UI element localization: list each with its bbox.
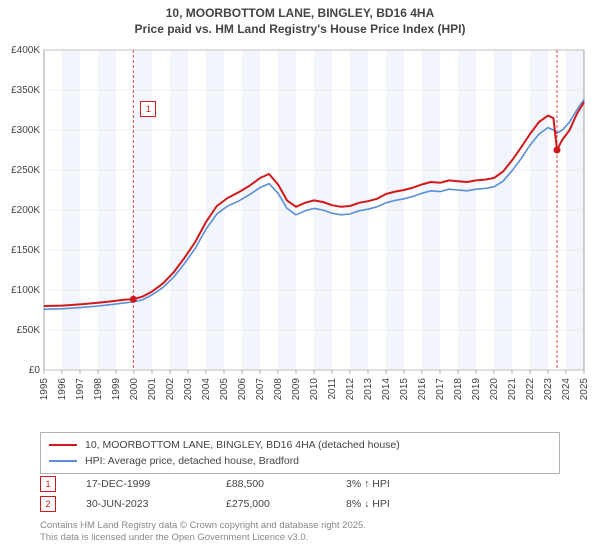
svg-text:1997: 1997 [75,378,86,401]
marker-id-1: 1 [40,476,56,492]
svg-text:£250K: £250K [11,165,40,176]
legend-label-hpi: HPI: Average price, detached house, Brad… [85,455,299,467]
svg-text:1995: 1995 [39,378,50,401]
svg-text:£0: £0 [29,365,41,376]
svg-text:2017: 2017 [435,378,446,401]
marker-id-2: 2 [40,496,56,512]
svg-text:2024: 2024 [561,378,572,401]
marker-price-1: £88,500 [226,478,346,490]
svg-text:2011: 2011 [327,378,338,400]
svg-text:1998: 1998 [93,378,104,401]
title-line-1: 10, MOORBOTTOM LANE, BINGLEY, BD16 4HA [0,6,600,22]
svg-text:2023: 2023 [543,378,554,401]
marker-hpi-1: 3% ↑ HPI [346,478,390,490]
marker-row-1: 1 17-DEC-1999 £88,500 3% ↑ HPI [40,474,560,494]
svg-text:2003: 2003 [183,378,194,401]
svg-text:2004: 2004 [201,378,212,401]
svg-text:£150K: £150K [11,245,40,256]
legend-box: 10, MOORBOTTOM LANE, BINGLEY, BD16 4HA (… [40,432,560,474]
svg-text:2009: 2009 [291,378,302,401]
svg-text:£50K: £50K [17,325,41,336]
chart-svg: £0 £50K £100K £150K £200K £250K £300K £350K £400… [0,42,600,422]
svg-text:2021: 2021 [507,378,518,401]
svg-text:2020: 2020 [489,378,500,401]
svg-text:2005: 2005 [219,378,230,401]
svg-text:2001: 2001 [147,378,158,401]
svg-text:2008: 2008 [273,378,284,401]
svg-text:2012: 2012 [345,378,356,401]
svg-text:2010: 2010 [309,378,320,401]
svg-text:1999: 1999 [111,378,122,401]
svg-text:2002: 2002 [165,378,176,401]
svg-text:2007: 2007 [255,378,266,401]
svg-text:2016: 2016 [417,378,428,401]
svg-text:£400K: £400K [11,45,40,56]
chart-marker-label-1: 1 [140,101,156,117]
price-chart: £0 £50K £100K £150K £200K £250K £300K £350K £400… [0,42,600,422]
svg-text:2022: 2022 [525,378,536,401]
svg-text:£350K: £350K [11,85,40,96]
marker-row-2: 2 30-JUN-2023 £275,000 8% ↓ HPI [40,494,560,514]
marker-price-2: £275,000 [226,498,346,510]
legend-row-subject: 10, MOORBOTTOM LANE, BINGLEY, BD16 4HA (… [49,437,551,453]
marker-date-1: 17-DEC-1999 [86,478,226,490]
legend-swatch-hpi [49,460,77,462]
legend-label-subject: 10, MOORBOTTOM LANE, BINGLEY, BD16 4HA (… [85,439,400,451]
legend-row-hpi: HPI: Average price, detached house, Brad… [49,453,551,469]
legend-swatch-subject [49,444,77,446]
svg-text:2000: 2000 [129,378,140,401]
svg-text:2025: 2025 [579,378,590,401]
svg-text:2015: 2015 [399,378,410,401]
svg-text:1996: 1996 [57,378,68,401]
svg-text:2006: 2006 [237,378,248,401]
svg-text:2019: 2019 [471,378,482,401]
svg-text:2014: 2014 [381,378,392,401]
marker-hpi-2: 8% ↓ HPI [346,498,390,510]
footer-note: Contains HM Land Registry data © Crown c… [40,520,560,545]
svg-text:2018: 2018 [453,378,464,401]
svg-text:£100K: £100K [11,285,40,296]
marker-table: 1 17-DEC-1999 £88,500 3% ↑ HPI 2 30-JUN-… [40,474,560,514]
title-line-2: Price paid vs. HM Land Registry's House … [0,22,600,38]
footer-line-1: Contains HM Land Registry data © Crown c… [40,520,560,532]
footer-line-2: This data is licensed under the Open Gov… [40,532,560,544]
title-block: 10, MOORBOTTOM LANE, BINGLEY, BD16 4HA P… [0,0,600,37]
svg-text:2013: 2013 [363,378,374,401]
marker-date-2: 30-JUN-2023 [86,498,226,510]
svg-text:£200K: £200K [11,205,40,216]
svg-text:£300K: £300K [11,125,40,136]
